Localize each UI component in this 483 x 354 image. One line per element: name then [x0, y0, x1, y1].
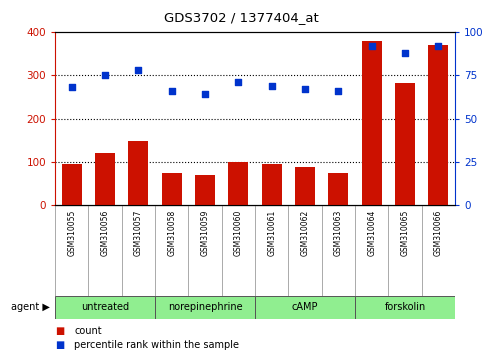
Bar — [262, 164, 282, 205]
Text: agent ▶: agent ▶ — [12, 302, 50, 312]
Point — [368, 43, 376, 48]
Text: GSM310064: GSM310064 — [367, 210, 376, 256]
Text: GSM310057: GSM310057 — [134, 210, 143, 256]
Text: GSM310063: GSM310063 — [334, 210, 343, 256]
Text: cAMP: cAMP — [292, 302, 318, 312]
Bar — [195, 175, 215, 205]
Text: GSM310061: GSM310061 — [267, 210, 276, 256]
Point — [401, 50, 409, 56]
Point — [435, 43, 442, 48]
Text: ■: ■ — [55, 326, 64, 336]
Bar — [355, 296, 455, 319]
Text: GSM310056: GSM310056 — [100, 210, 110, 256]
Text: GSM310066: GSM310066 — [434, 210, 443, 256]
Bar — [95, 153, 115, 205]
Bar — [428, 45, 448, 205]
Text: forskolin: forskolin — [384, 302, 426, 312]
Text: norepinephrine: norepinephrine — [168, 302, 242, 312]
Point — [201, 91, 209, 97]
Point — [335, 88, 342, 94]
Text: ■: ■ — [55, 340, 64, 350]
Bar — [155, 296, 255, 319]
Point — [168, 88, 176, 94]
Bar — [328, 173, 348, 205]
Point — [135, 67, 142, 73]
Point — [235, 79, 242, 85]
Bar — [228, 162, 248, 205]
Text: GDS3702 / 1377404_at: GDS3702 / 1377404_at — [164, 11, 319, 24]
Text: GSM310065: GSM310065 — [400, 210, 410, 256]
Bar — [295, 167, 315, 205]
Bar — [62, 164, 82, 205]
Text: percentile rank within the sample: percentile rank within the sample — [74, 340, 240, 350]
Text: GSM310058: GSM310058 — [167, 210, 176, 256]
Point — [68, 85, 76, 90]
Text: GSM310062: GSM310062 — [300, 210, 310, 256]
Text: count: count — [74, 326, 102, 336]
Bar — [395, 83, 415, 205]
Point — [268, 83, 276, 88]
Bar — [162, 173, 182, 205]
Point — [101, 73, 109, 78]
Bar — [362, 41, 382, 205]
Text: GSM310060: GSM310060 — [234, 210, 243, 256]
Point — [301, 86, 309, 92]
Bar — [255, 296, 355, 319]
Bar — [128, 141, 148, 205]
Bar — [55, 296, 155, 319]
Text: untreated: untreated — [81, 302, 129, 312]
Text: GSM310059: GSM310059 — [200, 210, 210, 256]
Text: GSM310055: GSM310055 — [67, 210, 76, 256]
